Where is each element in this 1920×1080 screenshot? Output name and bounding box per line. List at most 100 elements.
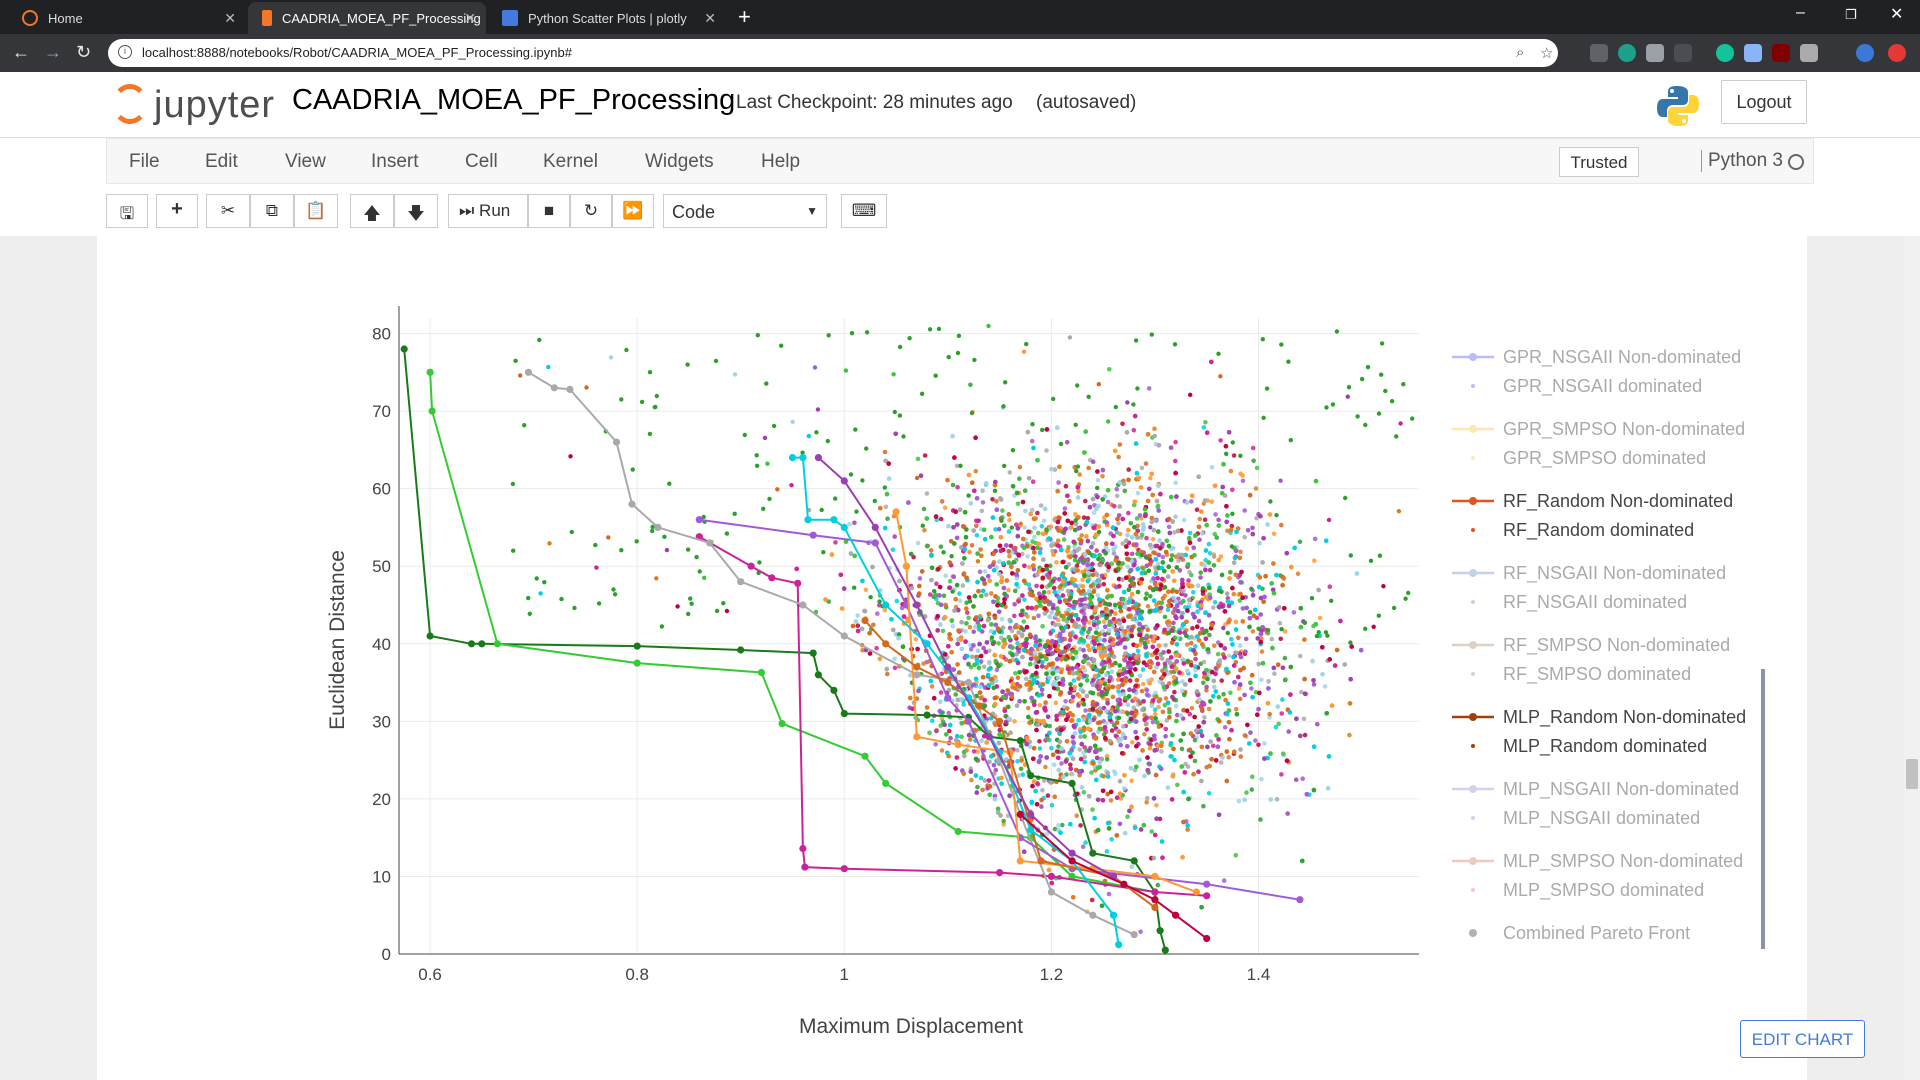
dominated-point — [1258, 817, 1263, 822]
dominated-point — [981, 664, 987, 669]
dominated-point — [1085, 562, 1090, 568]
extension-pocket-icon[interactable] — [1646, 44, 1664, 62]
dominated-point — [1259, 649, 1265, 654]
notebook-favicon-icon — [262, 10, 272, 26]
dominated-point — [1032, 679, 1037, 685]
menu-file[interactable]: File — [129, 151, 160, 172]
dominated-point — [1047, 723, 1052, 729]
move-down-button[interactable]: 🡇 — [394, 194, 438, 228]
jupyter-logo[interactable]: jupyter — [108, 80, 278, 130]
menu-insert[interactable]: Insert — [371, 151, 419, 172]
notebook-name[interactable]: CAADRIA_MOEA_PF_Processing — [292, 84, 736, 116]
extension-arrows-icon[interactable] — [1674, 44, 1692, 62]
minimize-icon[interactable]: – — [1796, 4, 1805, 21]
dominated-point — [985, 618, 991, 623]
menu-widgets[interactable]: Widgets — [645, 151, 714, 172]
reload-icon[interactable]: ↻ — [76, 42, 92, 62]
close-window-icon[interactable]: ✕ — [1890, 6, 1904, 23]
trusted-indicator[interactable]: Trusted — [1559, 147, 1639, 177]
extension-ublock-icon[interactable] — [1772, 44, 1790, 62]
close-tab-icon[interactable]: ✕ — [704, 10, 716, 26]
tab-plotly[interactable]: Python Scatter Plots | plotly ✕ — [488, 2, 726, 34]
extension-m-icon[interactable] — [1618, 44, 1636, 62]
dominated-point — [1267, 711, 1272, 717]
cell-type-select[interactable]: Code ▼ — [663, 194, 827, 228]
tab-home[interactable]: Home ✕ — [8, 2, 246, 34]
dominated-point — [1147, 659, 1152, 665]
dominated-point — [1135, 490, 1141, 496]
dominated-point — [1006, 529, 1012, 534]
new-tab-icon[interactable]: + — [738, 4, 751, 29]
dominated-point — [1300, 858, 1305, 864]
dominated-point — [1110, 541, 1115, 547]
dominated-point — [1150, 492, 1155, 498]
dominated-point — [1266, 686, 1271, 691]
dominated-point — [938, 723, 943, 728]
extension-docs-icon[interactable] — [1744, 44, 1762, 62]
command-palette-button[interactable]: ⌨ — [841, 194, 887, 228]
profile-avatar[interactable] — [1856, 44, 1874, 62]
dominated-point — [1117, 504, 1122, 509]
move-up-button[interactable]: 🡅 — [350, 194, 394, 228]
menu-edit[interactable]: Edit — [205, 151, 238, 172]
bookmark-star-icon[interactable]: ☆ — [1540, 45, 1554, 62]
dominated-point — [1101, 665, 1106, 671]
dominated-point — [1063, 483, 1069, 489]
dominated-point — [1039, 654, 1044, 659]
copy-button[interactable]: ⧉ — [250, 194, 294, 228]
menu-kernel[interactable]: Kernel — [543, 151, 598, 172]
dominated-point — [1033, 643, 1038, 649]
extension-facebook-icon[interactable] — [1800, 44, 1818, 62]
dominated-point — [997, 571, 1002, 577]
restart-run-all-button[interactable]: ⏩ — [612, 194, 654, 228]
menu-help[interactable]: Help — [761, 151, 801, 172]
extension-red-icon[interactable] — [1888, 44, 1906, 62]
dominated-point — [1213, 512, 1218, 517]
dominated-point — [1172, 635, 1178, 640]
dominated-point — [960, 583, 966, 588]
dominated-point — [1253, 738, 1258, 743]
dominated-point — [1224, 504, 1229, 509]
dominated-point — [1233, 707, 1239, 712]
dominated-point — [1165, 574, 1171, 579]
dominated-point — [1180, 679, 1185, 684]
logout-button[interactable]: Logout — [1721, 80, 1807, 124]
close-tab-icon[interactable]: ✕ — [224, 10, 236, 26]
menu-cell[interactable]: Cell — [465, 151, 498, 172]
cut-button[interactable]: ✂ — [206, 194, 250, 228]
run-button[interactable]: ⏭ Run — [448, 194, 528, 228]
back-icon[interactable]: ← — [12, 42, 30, 62]
restore-icon[interactable]: ❐ — [1845, 7, 1857, 22]
extension-shield-icon[interactable] — [1590, 44, 1608, 62]
dominated-point — [1032, 550, 1037, 555]
dominated-point — [1168, 445, 1174, 450]
insert-cell-button[interactable]: + — [156, 194, 198, 228]
close-tab-icon[interactable]: ✕ — [464, 10, 476, 26]
info-icon[interactable]: i — [118, 45, 132, 59]
dominated-point — [1254, 515, 1259, 521]
dominated-point — [1256, 661, 1261, 667]
url-input[interactable]: i localhost:8888/notebooks/Robot/CAADRIA… — [108, 39, 1558, 67]
dominated-point — [1172, 689, 1177, 695]
save-button[interactable]: 🖫 — [106, 194, 148, 228]
dominated-point — [950, 482, 956, 488]
paste-button[interactable]: 📋 — [294, 194, 338, 228]
dominated-point — [1165, 671, 1171, 677]
extension-grammarly-icon[interactable] — [1716, 44, 1734, 62]
dominated-point — [1125, 532, 1130, 538]
restart-button[interactable]: ↻ — [570, 194, 612, 228]
forward-icon[interactable]: → — [44, 42, 62, 62]
dominated-point — [1007, 658, 1013, 664]
zoom-icon[interactable]: ⌕ — [1516, 44, 1525, 61]
dominated-point — [1024, 741, 1029, 747]
dominated-point — [1128, 656, 1133, 661]
tab-notebook[interactable]: CAADRIA_MOEA_PF_Processing ✕ — [248, 2, 486, 34]
dominated-point — [892, 656, 897, 662]
dominated-point — [1031, 556, 1036, 561]
menu-view[interactable]: View — [285, 151, 326, 172]
dominated-point — [1077, 693, 1082, 699]
dominated-point — [1096, 524, 1102, 529]
dominated-point — [1039, 804, 1044, 809]
interrupt-button[interactable]: ■ — [528, 194, 570, 228]
